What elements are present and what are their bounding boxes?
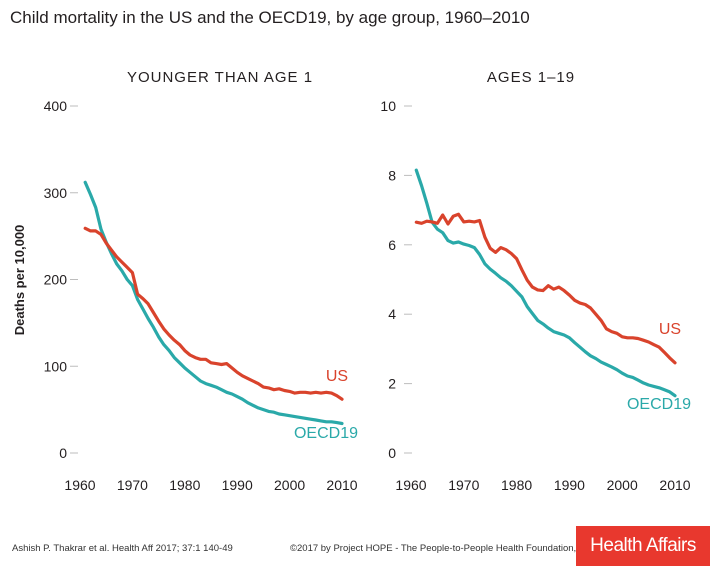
x-tick-label: 2010: [659, 477, 690, 493]
us-series-label: US: [326, 368, 348, 385]
x-tick-label: 1960: [395, 477, 426, 493]
us-series-line: [414, 212, 677, 365]
oecd19-series-label: OECD19: [627, 396, 691, 413]
y-tick-label: 2: [388, 376, 396, 392]
y-tick-label: 400: [44, 98, 68, 114]
x-tick-label: 2010: [326, 477, 357, 493]
x-tick-label: 1980: [169, 477, 200, 493]
oecd19-series-label: OECD19: [294, 425, 358, 442]
figure-title: Child mortality in the US and the OECD19…: [10, 8, 530, 27]
y-tick-label: 6: [388, 237, 396, 253]
y-tick-label: 100: [44, 358, 68, 374]
y-axis-label: Deaths per 10,000: [12, 225, 27, 336]
x-tick-label: 1970: [117, 477, 148, 493]
health-affairs-logo: Health Affairs: [576, 526, 710, 566]
us-series-label: US: [659, 321, 681, 338]
x-tick-label: 1990: [222, 477, 253, 493]
us-series-line: [83, 226, 344, 401]
y-tick-label: 0: [59, 445, 67, 461]
y-tick-label: 4: [388, 306, 396, 322]
panel-title: YOUNGER THAN AGE 1: [127, 69, 313, 86]
copyright-text: ©2017 by Project HOPE - The People-to-Pe…: [290, 543, 595, 554]
oecd19-series-line: [414, 168, 677, 398]
y-tick-label: 200: [44, 272, 68, 288]
x-tick-label: 1980: [501, 477, 532, 493]
oecd19-series-line: [83, 180, 344, 426]
x-tick-label: 2000: [607, 477, 638, 493]
y-tick-label: 10: [380, 98, 396, 114]
x-tick-label: 1960: [64, 477, 95, 493]
y-tick-label: 300: [44, 185, 68, 201]
y-tick-label: 8: [388, 167, 396, 183]
panel-title: AGES 1–19: [487, 69, 575, 86]
x-tick-label: 1990: [554, 477, 585, 493]
y-tick-label: 0: [388, 445, 396, 461]
citation-text: Ashish P. Thakrar et al. Health Aff 2017…: [12, 543, 233, 554]
x-tick-label: 2000: [274, 477, 305, 493]
x-tick-label: 1970: [448, 477, 479, 493]
